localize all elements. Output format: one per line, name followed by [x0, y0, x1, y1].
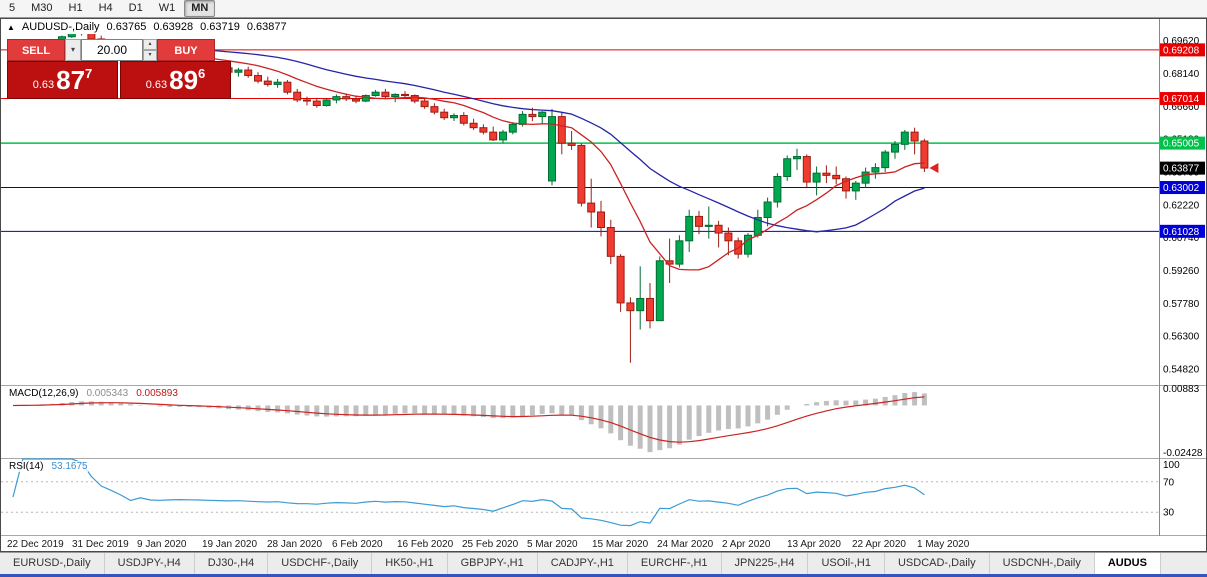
chart-tab-audus[interactable]: AUDUS [1094, 553, 1161, 574]
buy-button[interactable]: BUY [157, 39, 215, 61]
chart-tab-eurusd-daily[interactable]: EURUSD-,Daily [0, 553, 105, 574]
date-label: 22 Dec 2019 [7, 539, 64, 550]
one-click-trade-panel: SELL ▾ ▴ ▾ BUY 0.63 87 7 0.63 89 6 [7, 39, 231, 99]
timeframe-toolbar: 5 M30 H1 H4 D1 W1 MN [0, 0, 1207, 18]
chart-tab-usdcnh-daily[interactable]: USDCNH-,Daily [990, 553, 1095, 574]
rsi-name: RSI(14) [9, 461, 44, 472]
spin-up-icon[interactable]: ▴ [143, 39, 157, 50]
date-label: 5 Mar 2020 [527, 539, 578, 550]
y-axis-label: 0.56300 [1163, 332, 1200, 343]
ohlc-close: 0.63877 [246, 21, 287, 33]
date-axis: 22 Dec 2019 31 Dec 2019 9 Jan 2020 19 Jan 2… [7, 539, 970, 550]
horizontal-scrollbar[interactable] [0, 574, 1207, 577]
chart-tab-usoil-h1[interactable]: USOil-,H1 [808, 553, 885, 574]
date-label: 9 Jan 2020 [137, 539, 187, 550]
date-label: 28 Jan 2020 [267, 539, 322, 550]
price-badge: 0.65005 [1163, 139, 1200, 150]
price-badge: 0.63877 [1163, 164, 1200, 175]
ohlc-low: 0.63719 [200, 21, 240, 33]
macd-pane [12, 392, 927, 453]
timeframe-button-5[interactable]: 5 [9, 2, 16, 14]
date-label: 24 Mar 2020 [657, 539, 714, 550]
buy-price-sup: 6 [198, 66, 206, 81]
macd-axis-label: 0.00883 [1163, 384, 1200, 395]
timeframe-button-w1[interactable]: W1 [158, 2, 176, 14]
chart-title: ▲ AUDUSD-,Daily 0.63765 0.63928 0.63719 … [7, 21, 291, 34]
sell-price-big: 87 [56, 65, 86, 95]
current-price-arrow-icon [929, 163, 939, 174]
rsi-axis-label: 30 [1163, 508, 1175, 519]
date-label: 1 May 2020 [917, 539, 970, 550]
rsi-axis-label: 70 [1163, 477, 1175, 488]
chart-tab-bar: EURUSD-,Daily USDJPY-,H4 DJ30-,H4 USDCHF-,D… [0, 552, 1207, 574]
chart-tab-usdchf-daily[interactable]: USDCHF-,Daily [268, 553, 373, 574]
date-label: 31 Dec 2019 [72, 539, 129, 550]
chart-icon: ▲ [7, 22, 15, 32]
date-label: 6 Feb 2020 [332, 539, 383, 550]
sell-price-sup: 7 [85, 66, 93, 81]
spin-down-icon[interactable]: ▾ [143, 50, 157, 61]
macd-signal-value: 0.005893 [136, 388, 178, 399]
timeframe-button-mn[interactable]: MN [184, 0, 216, 17]
y-axis-label: 0.57780 [1163, 299, 1200, 310]
timeframe-button-h4[interactable]: H4 [98, 2, 113, 14]
rsi-value: 53.1675 [51, 461, 88, 472]
timeframe-button-h1[interactable]: H1 [68, 2, 83, 14]
price-badges: 0.69208 0.67014 0.65005 0.63002 0.61028 0.638… [1160, 43, 1205, 238]
date-label: 16 Feb 2020 [397, 539, 454, 550]
chart-tab-usdcad-daily[interactable]: USDCAD-,Daily [885, 553, 990, 574]
rsi-axis-label: 100 [1163, 460, 1180, 471]
price-badge: 0.63002 [1163, 183, 1200, 194]
chart-tab-eurchf-h1[interactable]: EURCHF-,H1 [628, 553, 722, 574]
date-label: 25 Feb 2020 [462, 539, 519, 550]
y-axis-label: 0.66660 [1163, 102, 1200, 113]
chart-tab-dj30-h4[interactable]: DJ30-,H4 [195, 553, 269, 574]
timeframe-button-m30[interactable]: M30 [31, 2, 53, 14]
macd-name: MACD(12,26,9) [9, 388, 79, 399]
buy-price-button[interactable]: 0.63 89 6 [120, 61, 231, 99]
ohlc-open: 0.63765 [106, 21, 147, 33]
price-axis: 0.696200.681400.666600.651800.637000.622… [1163, 36, 1203, 518]
buy-price-big: 89 [169, 65, 199, 95]
macd-indicator-label: MACD(12,26,9) 0.005343 0.005893 [9, 388, 178, 399]
date-label: 19 Jan 2020 [202, 539, 257, 550]
timeframe-button-d1[interactable]: D1 [128, 2, 143, 14]
chart-tab-cadjpy-h1[interactable]: CADJPY-,H1 [538, 553, 628, 574]
price-badge: 0.61028 [1163, 227, 1200, 238]
lot-size-input[interactable] [81, 39, 143, 61]
ohlc-high: 0.63928 [153, 21, 194, 33]
chart-tab-jpn225-h4[interactable]: JPN225-,H4 [722, 553, 809, 574]
sell-price-button[interactable]: 0.63 87 7 [7, 61, 118, 99]
y-axis-label: 0.60740 [1163, 233, 1200, 244]
sell-button[interactable]: SELL [7, 39, 65, 61]
date-label: 2 Apr 2020 [722, 539, 771, 550]
buy-price-small: 0.63 [145, 79, 168, 91]
chevron-down-icon: ▾ [70, 45, 75, 54]
lot-dropdown-button[interactable]: ▾ [65, 39, 81, 61]
price-badge: 0.69208 [1163, 45, 1200, 56]
rsi-pane [1, 458, 1159, 527]
price-badge: 0.67014 [1163, 94, 1200, 105]
y-axis-label: 0.69620 [1163, 36, 1200, 47]
pane-separators [1, 19, 1206, 536]
macd-main-value: 0.005343 [86, 388, 129, 399]
date-label: 22 Apr 2020 [852, 539, 906, 550]
date-label: 15 Mar 2020 [592, 539, 649, 550]
y-axis-label: 0.54820 [1163, 365, 1200, 376]
candles [9, 28, 929, 363]
date-label: 13 Apr 2020 [787, 539, 841, 550]
macd-axis-label: -0.02428 [1163, 448, 1203, 459]
y-axis-label: 0.59260 [1163, 266, 1200, 277]
chart-tab-usdjpy-h4[interactable]: USDJPY-,H4 [105, 553, 195, 574]
chart-panel: 0.696200.681400.666600.651800.637000.622… [0, 18, 1207, 552]
rsi-indicator-label: RSI(14) 53.1675 [9, 461, 88, 472]
sell-price-small: 0.63 [32, 79, 55, 91]
main-chart-svg[interactable]: 0.696200.681400.666600.651800.637000.622… [1, 19, 1206, 551]
lot-stepper: ▴ ▾ [143, 39, 157, 61]
chart-tab-gbpjpy-h1[interactable]: GBPJPY-,H1 [448, 553, 538, 574]
chart-tab-hk50-h1[interactable]: HK50-,H1 [372, 553, 448, 574]
y-axis-label: 0.68140 [1163, 69, 1200, 80]
chart-symbol: AUDUSD-,Daily [21, 21, 100, 33]
y-axis-label: 0.62220 [1163, 200, 1200, 211]
